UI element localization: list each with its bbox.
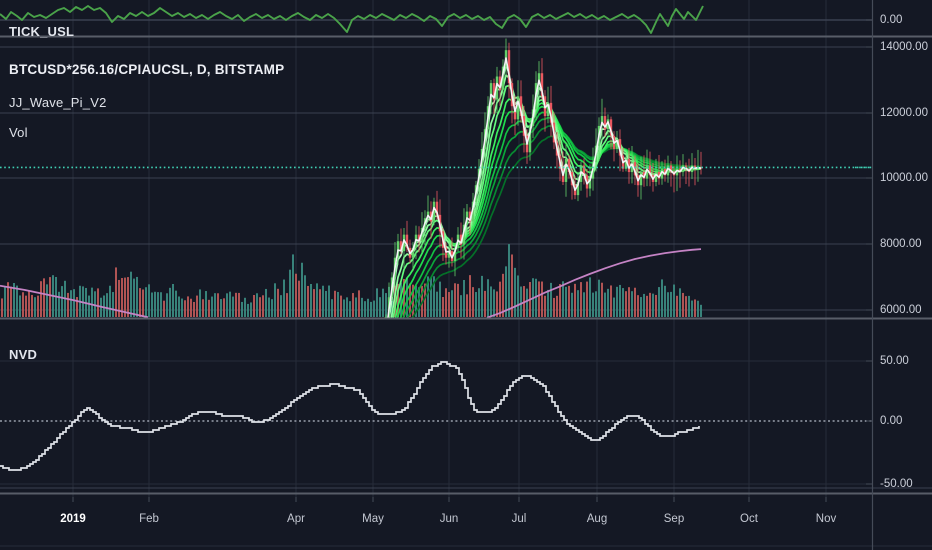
price-axis-label: 0.00 bbox=[880, 415, 903, 427]
time-axis-label-sep: Sep bbox=[663, 513, 685, 525]
main-price-series bbox=[0, 38, 703, 318]
candlesticks bbox=[384, 38, 703, 318]
gridlines bbox=[0, 0, 872, 497]
tick-usl-series bbox=[0, 5, 704, 34]
price-axis-label: 8000.00 bbox=[880, 238, 922, 250]
time-axis-label-nov: Nov bbox=[815, 513, 837, 525]
price-axis-label: 50.00 bbox=[880, 355, 909, 367]
price-axis-label: 14000.00 bbox=[880, 41, 928, 53]
indicator-label-vol[interactable]: Vol bbox=[9, 125, 28, 140]
time-axis-label-oct: Oct bbox=[740, 513, 758, 525]
price-axis-label: 12000.00 bbox=[880, 107, 928, 119]
time-axis-label-may: May bbox=[362, 513, 384, 525]
tick-panel-label: TICK_USL bbox=[9, 24, 75, 39]
time-axis-label-feb: Feb bbox=[139, 513, 159, 525]
main-symbol-title: BTCUSD*256.16/CPIAUCSL, D, BITSTAMP bbox=[9, 62, 285, 77]
indicator-label-jj-wave[interactable]: JJ_Wave_Pi_V2 bbox=[9, 95, 107, 110]
axis-tick-marks bbox=[72, 19, 872, 502]
nvd-panel-label[interactable]: NVD bbox=[9, 347, 38, 362]
price-axis-label: 0.00 bbox=[880, 14, 903, 26]
price-axis-label: -50.00 bbox=[880, 478, 913, 490]
price-axis-label: 6000.00 bbox=[880, 304, 922, 316]
nvd-series bbox=[0, 361, 700, 471]
time-axis-label-jun: Jun bbox=[439, 513, 459, 525]
time-axis-label-jul: Jul bbox=[511, 513, 527, 525]
time-axis-label-aug: Aug bbox=[586, 513, 608, 525]
panel-separators[interactable] bbox=[0, 35, 932, 547]
time-axis-label-apr: Apr bbox=[287, 513, 305, 525]
price-axis-label: 10000.00 bbox=[880, 172, 928, 184]
volume-bars bbox=[1, 244, 702, 317]
time-axis-label-2019: 2019 bbox=[60, 513, 86, 525]
